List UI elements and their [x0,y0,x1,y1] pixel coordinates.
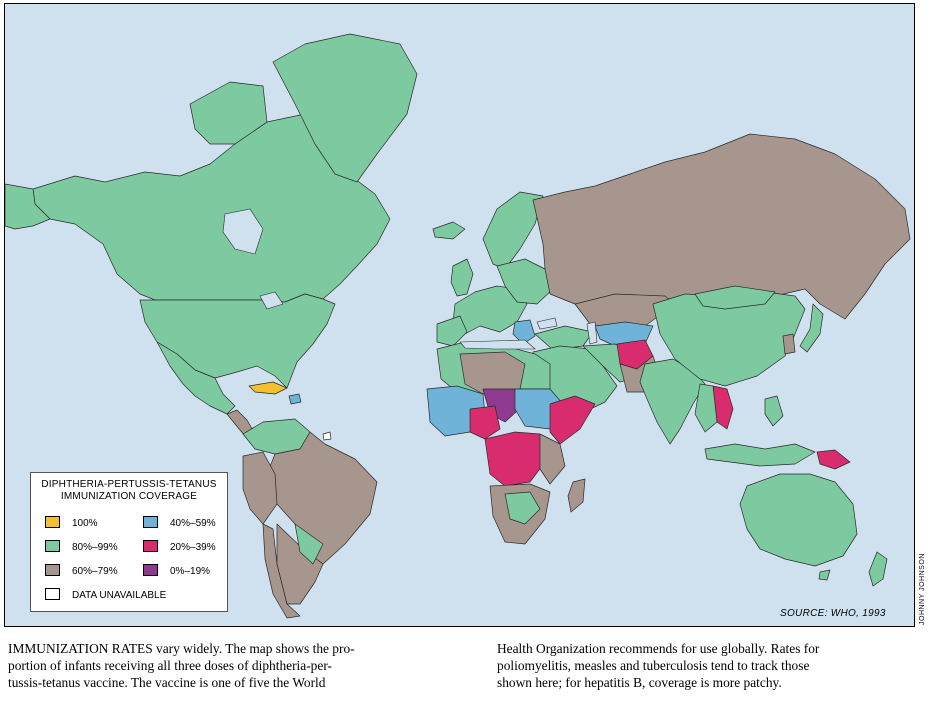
legend-label-80-99: 80%–99% [72,542,118,553]
region-ethiopia-somalia [549,395,596,445]
region-alaska [5,183,51,230]
artist-credit: JOHNNY JOHNSON [919,553,926,625]
region-indonesia [704,443,816,467]
legend-swatch-0-19 [143,564,158,577]
legend-item-0-19: 0%–19% [143,564,211,579]
region-tasmania [818,569,831,581]
region-pacific-islands [322,431,332,441]
region-southern-africa-hi [504,491,541,525]
legend-item-40-59: 40%–59% [143,516,216,531]
caption-left-line: tussis-tetanus vaccine. The vaccine is o… [8,675,326,690]
caption-right: Health Organization recommends for use g… [497,640,913,691]
legend-label-0-19: 0%–19% [170,566,211,577]
legend-item-100: 100% [45,516,98,531]
legend-label-40-59: 40%–59% [170,518,216,529]
region-uk-ireland [450,258,474,297]
region-se-asia [694,383,718,433]
legend-label-60-79: 60%–79% [72,566,118,577]
region-canada [32,113,391,303]
region-iceland [432,221,466,240]
caption-right-line: Health Organization recommends for use g… [497,641,820,656]
region-central-africa [484,431,546,487]
water-caspian-sea [586,321,598,345]
caption-left: IMMUNIZATION RATES vary widely. The map … [8,640,444,691]
water-hudson-bay [222,208,264,255]
legend-title: DIPHTHERIA-PERTUSSIS-TETANUS IMMUNIZATIO… [31,479,227,503]
region-korea [782,333,796,355]
legend-label-20-39: 20%–39% [170,542,216,553]
water-great-lakes [259,291,284,310]
source-note: SOURCE: WHO, 1993 [780,608,886,619]
region-usa [139,293,336,389]
legend-item-80-99: 80%–99% [45,540,118,555]
region-new-zealand [868,551,888,587]
legend-item-unavailable: DATA UNAVAILABLE [45,588,167,603]
region-iberia [436,315,468,347]
region-japan [799,303,824,353]
legend-title-line2: IMMUNIZATION COVERAGE [60,491,198,502]
region-balkans [512,319,536,345]
water-black-sea [536,317,558,330]
caption-right-line: shown here; for hepatitis B, coverage is… [497,675,782,690]
legend-title-line1: DIPHTHERIA-PERTUSSIS-TETANUS [41,479,217,490]
region-philippines [764,395,784,427]
region-turkey [534,325,594,351]
region-png [816,449,851,470]
region-eastern-europe [496,258,554,305]
region-australia [739,473,858,567]
legend-swatch-20-39 [143,540,158,553]
caption-left-line: IMMUNIZATION RATES vary widely. The map … [8,641,355,656]
world-map-svg [5,33,911,619]
caption-right-line: poliomyelitis, measles and tuberculosis … [497,658,810,673]
legend-swatch-100 [45,516,60,529]
legend-label-unavailable: DATA UNAVAILABLE [72,590,167,601]
region-arctic-islands [189,81,268,145]
legend-label-100: 100% [72,518,98,529]
legend-swatch-unavailable [45,588,60,601]
caption-left-line: portion of infants receiving all three d… [8,658,332,673]
region-chile [262,523,301,619]
region-madagascar [567,478,586,513]
region-brazil [262,431,378,565]
water-mediterranean [459,339,536,350]
legend-swatch-40-59 [143,516,158,529]
legend-item-60-79: 60%–79% [45,564,118,579]
region-cuba [248,381,288,395]
region-mexico [156,341,236,415]
region-mongolia [694,285,776,310]
region-nigeria [469,405,501,440]
map-legend: DIPHTHERIA-PERTUSSIS-TETANUS IMMUNIZATIO… [30,472,228,612]
world-map: DIPHTHERIA-PERTUSSIS-TETANUS IMMUNIZATIO… [4,3,915,627]
region-east-africa [539,433,566,485]
region-paraguay-uruguay [294,523,324,565]
region-greenland [272,33,418,183]
region-peru-bolivia [242,451,278,525]
legend-item-20-39: 20%–39% [143,540,216,555]
region-haiti [288,393,302,405]
legend-swatch-60-79 [45,564,60,577]
legend-swatch-80-99 [45,540,60,553]
